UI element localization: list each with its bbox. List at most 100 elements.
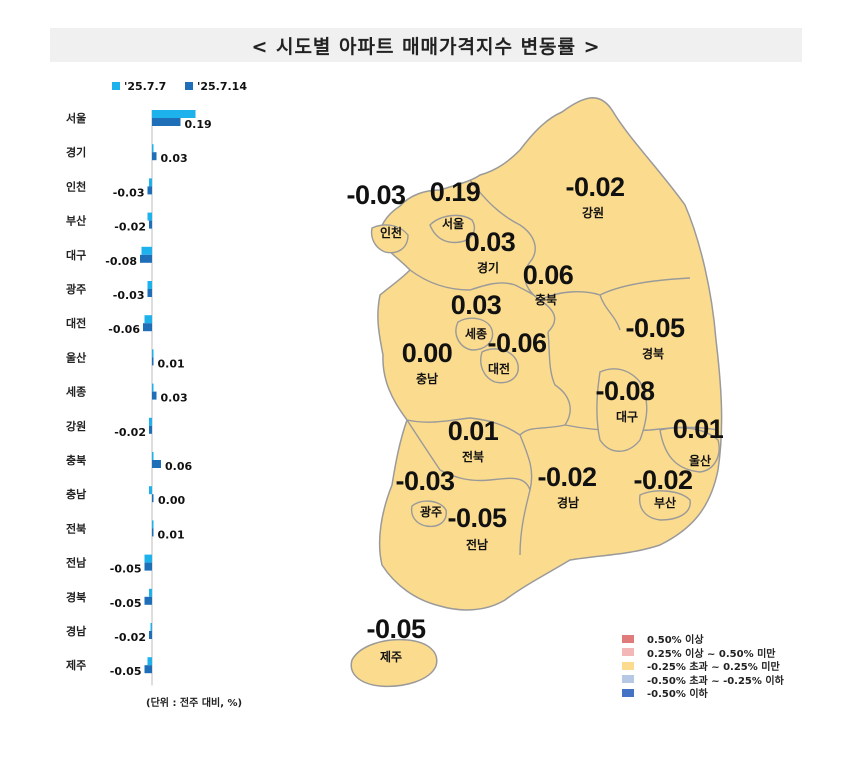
bar: [141, 246, 152, 255]
bar: [152, 460, 161, 468]
data-label: 0.01: [158, 357, 185, 370]
bar: [149, 417, 152, 426]
category-label: 충북: [66, 453, 86, 467]
category-label: 대구: [66, 248, 86, 262]
ulsan-shape: [659, 427, 720, 473]
region-value: 0.00: [402, 338, 453, 368]
legend-label: 0.25% 이상 ~ 0.50% 미만: [647, 648, 776, 660]
bar: [152, 494, 154, 503]
data-label: -0.02: [114, 221, 146, 234]
bar: [144, 315, 152, 324]
region-value: -0.05: [625, 313, 685, 343]
category-label: 강원: [66, 419, 86, 433]
bar: [152, 349, 154, 358]
category-label: 광주: [66, 283, 86, 296]
bar: [149, 425, 152, 434]
legend-swatch: [112, 82, 120, 90]
region-value: -0.03: [395, 466, 455, 496]
data-label: 0.00: [158, 494, 185, 507]
bar: [144, 596, 152, 605]
korea-map: 0.19 서울 -0.03 인천 0.03 경기 -0.02 강원 0.06 충북 0.03 세종 0.…: [346, 97, 724, 688]
category-label: 전북: [66, 521, 86, 535]
legend-row: 0.25% 이상 ~ 0.50% 미만: [622, 646, 784, 660]
region-name: 대구: [616, 410, 638, 424]
bar: [149, 588, 152, 597]
region-name: 인천: [380, 225, 402, 240]
region-value: -0.08: [595, 376, 655, 406]
data-label: -0.02: [114, 631, 146, 644]
region-name: 울산: [689, 453, 711, 468]
region-name: 충남: [416, 371, 438, 386]
region-name: 경남: [557, 495, 579, 510]
data-label: -0.08: [105, 255, 137, 268]
data-label: -0.05: [110, 665, 142, 678]
region-name: 세종: [465, 326, 487, 341]
legend-label: 0.50% 이상: [647, 635, 704, 647]
legend-label: '25.7.7: [124, 80, 166, 93]
legend-swatch: [622, 648, 634, 657]
busan-shape: [638, 490, 691, 521]
bar: [152, 110, 196, 118]
region-value: -0.05: [447, 503, 507, 533]
region-value: 0.03: [451, 290, 502, 320]
legend-swatch: [622, 634, 634, 643]
legend-swatch: [185, 82, 193, 90]
bar: [152, 152, 157, 161]
jeju-shape: [350, 638, 438, 688]
category-label: 세종: [66, 385, 86, 399]
bar: [144, 554, 152, 563]
bar: [150, 623, 152, 631]
bar-chart: '25.7.7 '25.7.14 서울 0.19 경기 0.03 인천 -0.03 부산 -0.0…: [66, 80, 247, 686]
category-label: 울산: [66, 350, 86, 364]
bar: [152, 452, 154, 460]
region-name: 강원: [582, 206, 604, 220]
region-name: 부산: [654, 495, 676, 510]
bar: [152, 528, 154, 537]
legend-row: -0.25% 초과 ~ 0.25% 미만: [622, 659, 784, 673]
bar: [147, 657, 152, 666]
region-name: 전남: [466, 537, 488, 552]
data-label: 0.06: [165, 460, 192, 473]
bar: [152, 383, 154, 392]
legend-swatch: [622, 675, 634, 684]
bar: [149, 631, 152, 639]
legend-label: -0.50% 이하: [647, 689, 708, 701]
seoul-shape: [429, 214, 476, 244]
category-label: 경남: [66, 624, 86, 638]
bar: [152, 144, 154, 153]
bar: [152, 520, 154, 529]
data-label: -0.05: [110, 563, 142, 576]
region-name: 대전: [488, 361, 510, 376]
daegu-shape: [596, 368, 648, 452]
bar: [147, 212, 152, 221]
bar: [147, 289, 152, 297]
bar: [152, 118, 181, 126]
bar: [147, 186, 152, 195]
data-label: -0.02: [114, 426, 146, 439]
category-label: 충남: [66, 487, 86, 501]
data-label: -0.05: [110, 597, 142, 610]
map-labels: 0.19 서울 -0.03 인천 0.03 경기 -0.02 강원 0.06 충북 0.03 세종 0.…: [346, 172, 724, 664]
legend-label: -0.50% 초과 ~ -0.25% 이하: [647, 675, 784, 687]
data-label: 0.03: [161, 392, 188, 405]
gwangju-shape: [410, 500, 447, 528]
region-value: 0.19: [430, 177, 481, 207]
bar: [149, 220, 152, 229]
region-name: 전북: [462, 449, 484, 464]
bar: [152, 391, 157, 400]
region-value: -0.02: [565, 172, 624, 202]
map-legend: 0.50% 이상 0.25% 이상 ~ 0.50% 미만 -0.25% 초과 ~…: [622, 632, 784, 700]
category-label: 제주: [66, 658, 86, 672]
data-label: 0.19: [185, 118, 212, 131]
legend-row: 0.50% 이상: [622, 632, 784, 646]
data-label: -0.03: [113, 186, 145, 199]
bar: [144, 665, 152, 674]
region-value: 0.06: [523, 260, 574, 290]
category-label: 경기: [66, 145, 86, 159]
chart-title: < 시도별 아파트 매매가격지수 변동률 >: [50, 28, 802, 62]
category-label: 서울: [66, 111, 86, 125]
map-shapes: [350, 97, 723, 688]
region-name: 제주: [380, 650, 402, 664]
bar: [140, 254, 152, 263]
region-value: -0.03: [346, 180, 406, 210]
